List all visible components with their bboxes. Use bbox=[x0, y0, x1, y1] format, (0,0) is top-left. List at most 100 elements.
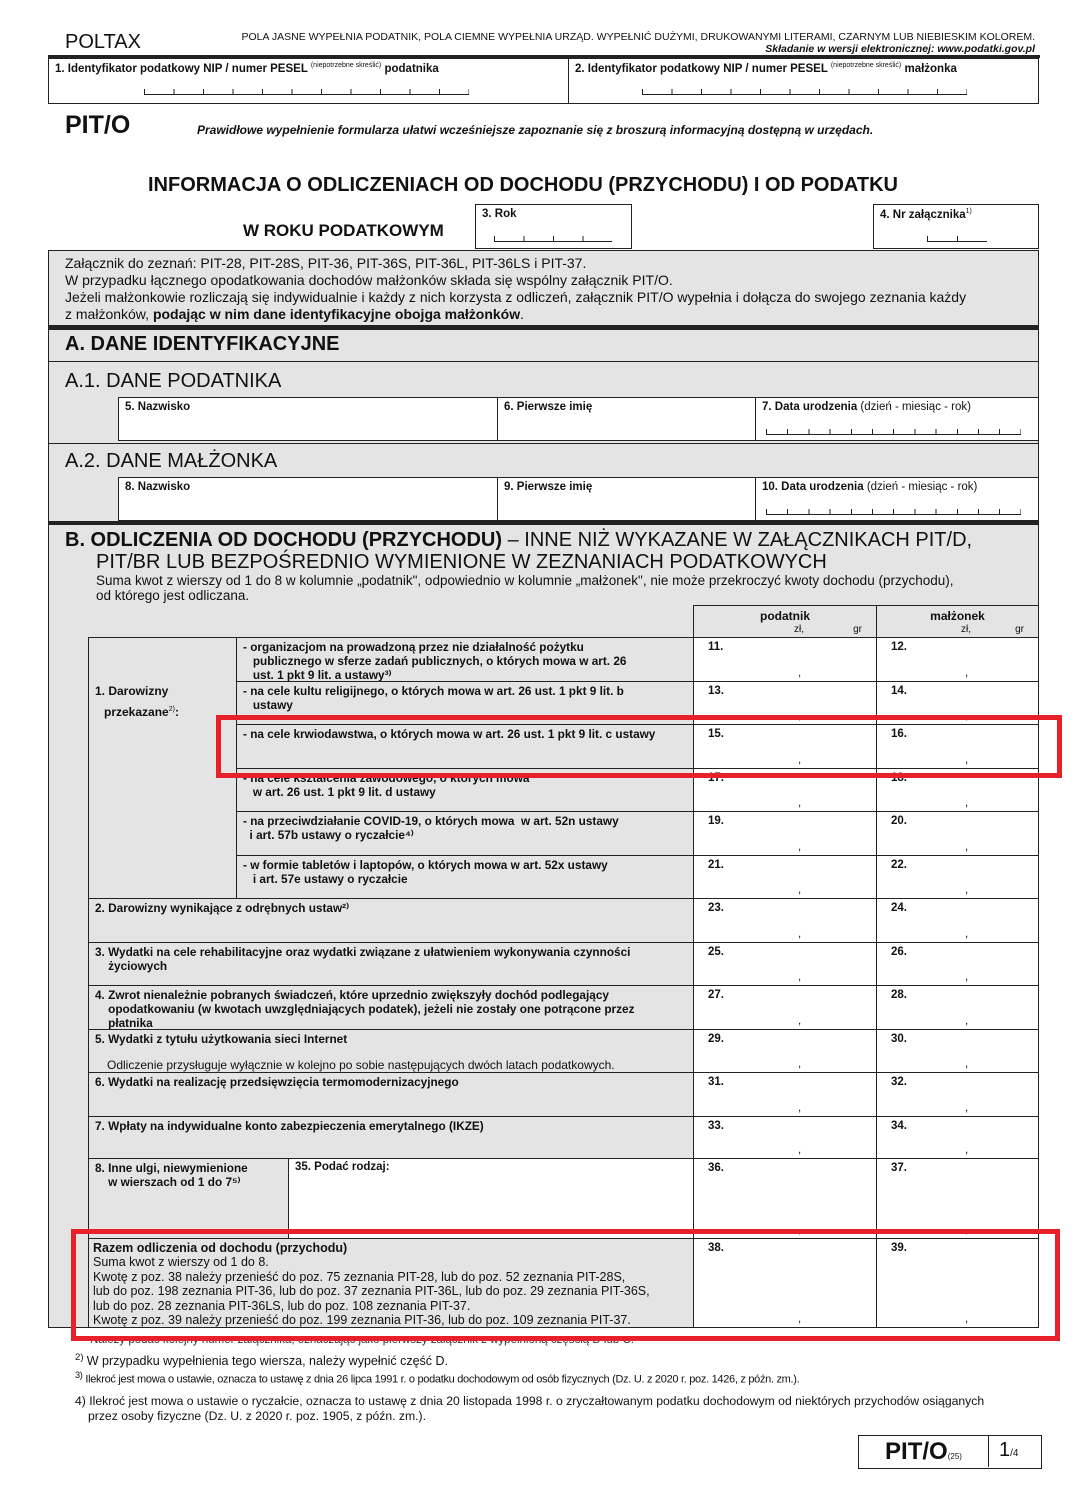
field-number: 22. bbox=[891, 859, 907, 871]
field-number: 20. bbox=[891, 815, 907, 827]
amount-field-26[interactable]: 26., bbox=[876, 942, 1039, 986]
field-number: 33. bbox=[708, 1120, 724, 1132]
footer-version: (25) bbox=[947, 1452, 962, 1461]
info-line: Jeżeli małżonkowie rozliczają się indywi… bbox=[65, 289, 967, 305]
label: 10. Data urodzenia bbox=[762, 481, 864, 493]
donations-group: 1. Darowizny przekazane2): bbox=[88, 637, 237, 899]
row-label: 7. Wpłaty na indywidualne konto zabezpie… bbox=[88, 1116, 694, 1159]
amount-field-23[interactable]: 23., bbox=[693, 898, 877, 943]
amount-field-29[interactable]: 29., bbox=[693, 1029, 877, 1073]
label: 7. Data urodzenia bbox=[762, 401, 858, 413]
highlight-total bbox=[71, 1229, 1060, 1341]
footnote-3: 3) Ilekroć jest mowa o ustawie, oznacza … bbox=[75, 1370, 800, 1386]
footer-code: PIT/O bbox=[885, 1438, 948, 1465]
label: 2. Identyfikator podatkowy NIP / numer P… bbox=[575, 62, 828, 75]
field-number: 38. bbox=[708, 1242, 724, 1254]
section-a2-title: A.2. DANE MAŁŻONKA bbox=[65, 450, 278, 472]
birth-date-field[interactable]: 7. Data urodzenia (dzień - miesiąc - rok… bbox=[755, 397, 1039, 441]
amount-field-24[interactable]: 24., bbox=[876, 898, 1039, 943]
section-a1-title: A.1. DANE PODATNIKA bbox=[65, 370, 282, 392]
form-code: PIT/O bbox=[65, 111, 131, 139]
footnote-1: Należy podać kolejny numer załącznika, o… bbox=[90, 1334, 634, 1346]
row-label: 3. Wydatki na cele rehabilitacyjne oraz … bbox=[88, 942, 694, 986]
amount-field-11[interactable]: 11., bbox=[693, 637, 877, 682]
amount-field-15[interactable]: 15., bbox=[693, 724, 877, 769]
amount-field-21[interactable]: 21., bbox=[693, 855, 877, 899]
field-number: 30. bbox=[891, 1033, 907, 1045]
format: (dzień - miesiąc - rok) bbox=[866, 481, 978, 493]
amount-field-22[interactable]: 22., bbox=[876, 855, 1039, 899]
amount-field-19[interactable]: 19., bbox=[693, 811, 877, 856]
field-number: 12. bbox=[891, 641, 907, 653]
amount-field-34[interactable]: 34., bbox=[876, 1116, 1039, 1159]
amount-field-28[interactable]: 28., bbox=[876, 985, 1039, 1030]
field-35-kind[interactable]: 35. Podać rodzaj: bbox=[288, 1158, 694, 1239]
info-punct: . bbox=[520, 306, 525, 322]
text: lub do poz. 198 zeznania PIT-36, lub do … bbox=[93, 1284, 650, 1299]
row-label: - na cele krwiodawstwa, o których mowa w… bbox=[236, 724, 694, 769]
spouse-surname-field[interactable]: 8. Nazwisko bbox=[118, 477, 498, 521]
footnote-ref: 2) bbox=[168, 706, 175, 713]
row-label: 4. Zwrot nienależnie pobranych świadczeń… bbox=[88, 985, 694, 1030]
info-line: Załącznik do zeznań: PIT-28, PIT-28S, PI… bbox=[65, 255, 587, 271]
field-number: 15. bbox=[708, 728, 724, 740]
footnote-4: 4) Ilekroć jest mowa o ustawie o ryczałc… bbox=[75, 1394, 985, 1423]
nip-spouse-field[interactable]: 2. Identyfikator podatkowy NIP / numer P… bbox=[568, 58, 1039, 104]
info-line: z małżonków, bbox=[65, 306, 153, 322]
electronic-link[interactable]: Składanie w wersji elektronicznej: www.p… bbox=[765, 43, 1035, 55]
field-number: 39. bbox=[891, 1242, 907, 1254]
field-number: 23. bbox=[708, 902, 724, 914]
suffix: podatnika bbox=[384, 62, 439, 75]
amount-field-27[interactable]: 27., bbox=[693, 985, 877, 1030]
suffix: małżonka bbox=[904, 62, 957, 75]
note: (niepotrzebne skreślić) bbox=[310, 62, 382, 69]
label: 1. Darowizny bbox=[95, 684, 169, 698]
field-number: 21. bbox=[708, 859, 724, 871]
text: lub do poz. 28 zeznania PIT-36LS, lub do… bbox=[93, 1298, 471, 1313]
field-number: 36. bbox=[708, 1162, 724, 1174]
amount-field-31[interactable]: 31., bbox=[693, 1072, 877, 1117]
amount-field-36[interactable]: 36., bbox=[693, 1158, 877, 1239]
field-number: 37. bbox=[891, 1162, 907, 1174]
brand: POLTAX bbox=[65, 31, 141, 53]
spouse-birth-date-field[interactable]: 10. Data urodzenia (dzień - miesiąc - ro… bbox=[755, 477, 1039, 521]
amount-field-37[interactable]: 37., bbox=[876, 1158, 1039, 1239]
field-number: 16. bbox=[891, 728, 907, 740]
attachment-number-field[interactable]: 4. Nr załącznika1) bbox=[873, 204, 1039, 249]
label: 8. Nazwisko bbox=[125, 481, 191, 493]
info-line: W przypadku łącznego opodatkowania docho… bbox=[65, 272, 673, 288]
unit-zl: zł, bbox=[794, 624, 804, 635]
field-number: 34. bbox=[891, 1120, 907, 1132]
section-b-note: Suma kwot z wierszy od 1 do 8 w kolumnie… bbox=[96, 573, 954, 588]
amount-field-30[interactable]: 30., bbox=[876, 1029, 1039, 1073]
first-name-field[interactable]: 6. Pierwsze imię bbox=[497, 397, 756, 441]
field-number: 25. bbox=[708, 946, 724, 958]
label: 9. Pierwsze imię bbox=[504, 481, 593, 493]
label: małżonek bbox=[930, 609, 985, 623]
page-footer: PIT/O(25) 1/4 bbox=[858, 1435, 1042, 1469]
field-39[interactable]: 39., bbox=[876, 1238, 1039, 1328]
column-header-podatnik: podatnik zł, gr bbox=[693, 605, 877, 638]
field-number: 24. bbox=[891, 902, 907, 914]
label: 35. Podać rodzaj: bbox=[295, 1161, 390, 1173]
info-emphasis: podając w nim dane identyfikacyjne obojg… bbox=[152, 306, 521, 322]
row-label: - organizacjom na prowadzoną przez nie d… bbox=[236, 637, 694, 682]
amount-field-25[interactable]: 25., bbox=[693, 942, 877, 986]
field-number: 14. bbox=[891, 685, 907, 697]
amount-field-16[interactable]: 16., bbox=[876, 724, 1039, 769]
amount-field-32[interactable]: 32., bbox=[876, 1072, 1039, 1117]
label: 4. Nr załącznika bbox=[880, 208, 966, 221]
total-row-label: Razem odliczenia od dochodu (przychodu) … bbox=[88, 1238, 694, 1328]
spouse-first-name-field[interactable]: 9. Pierwsze imię bbox=[497, 477, 756, 521]
year-field[interactable]: 3. Rok bbox=[475, 204, 632, 249]
field-number: 27. bbox=[708, 989, 724, 1001]
surname-field[interactable]: 5. Nazwisko bbox=[118, 397, 498, 441]
field-number: 13. bbox=[708, 685, 724, 697]
amount-field-12[interactable]: 12., bbox=[876, 637, 1039, 682]
instructions: POLA JASNE WYPEŁNIA PODATNIK, POLA CIEMN… bbox=[241, 31, 1035, 43]
label: 3. Rok bbox=[482, 208, 517, 220]
amount-field-33[interactable]: 33., bbox=[693, 1116, 877, 1159]
form-subtitle: W ROKU PODATKOWYM bbox=[243, 221, 444, 240]
amount-field-20[interactable]: 20., bbox=[876, 811, 1039, 856]
nip-taxpayer-field[interactable]: 1. Identyfikator podatkowy NIP / numer P… bbox=[48, 58, 569, 104]
